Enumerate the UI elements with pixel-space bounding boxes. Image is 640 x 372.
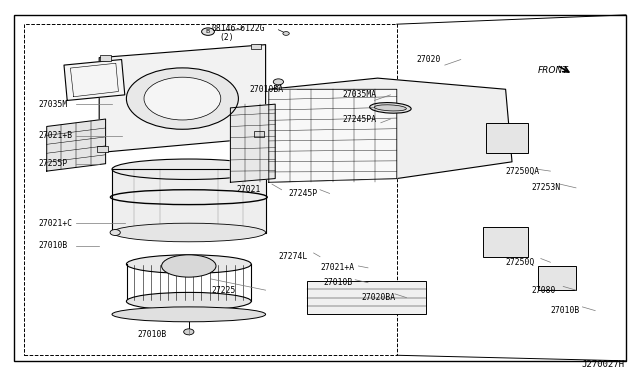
Text: 27010B: 27010B	[138, 330, 167, 339]
Circle shape	[283, 32, 289, 35]
Text: 27010BA: 27010BA	[250, 85, 284, 94]
Ellipse shape	[374, 105, 406, 111]
Text: 08146-6122G: 08146-6122G	[211, 24, 265, 33]
Ellipse shape	[126, 292, 251, 310]
Circle shape	[184, 329, 194, 335]
Text: 27035MA: 27035MA	[342, 90, 376, 99]
Bar	[254, 131, 264, 137]
Text: 27250Q: 27250Q	[506, 258, 535, 267]
Bar	[24, 24, 397, 355]
Text: 27253N: 27253N	[531, 183, 561, 192]
Text: 27245PA: 27245PA	[342, 115, 376, 124]
Ellipse shape	[144, 77, 221, 120]
Polygon shape	[99, 45, 266, 153]
Text: 27274L: 27274L	[278, 252, 308, 261]
Text: 27020BA: 27020BA	[362, 293, 396, 302]
Text: 27225: 27225	[211, 286, 236, 295]
Ellipse shape	[161, 255, 216, 277]
Bar	[97, 146, 108, 152]
Text: J270027H: J270027H	[581, 360, 624, 369]
Text: 27020: 27020	[416, 55, 440, 64]
Circle shape	[110, 230, 120, 235]
Text: 27021: 27021	[237, 185, 261, 194]
Polygon shape	[112, 169, 266, 232]
Bar	[100, 55, 111, 61]
Bar	[483, 227, 528, 257]
Bar	[251, 44, 261, 49]
Bar	[486, 123, 528, 153]
Polygon shape	[269, 78, 512, 182]
Ellipse shape	[112, 223, 266, 242]
Ellipse shape	[112, 307, 266, 322]
Text: 27080: 27080	[531, 286, 556, 295]
Text: 27010B: 27010B	[550, 306, 580, 315]
Circle shape	[202, 28, 214, 35]
Text: 27255P: 27255P	[38, 159, 68, 168]
Ellipse shape	[126, 68, 238, 129]
Circle shape	[273, 79, 284, 85]
Text: 27035M: 27035M	[38, 100, 68, 109]
Text: 27245P: 27245P	[288, 189, 317, 198]
Text: B: B	[206, 29, 210, 34]
Polygon shape	[230, 104, 275, 182]
Text: 27021+C: 27021+C	[38, 219, 72, 228]
Polygon shape	[47, 119, 106, 171]
Bar	[538, 266, 576, 290]
Text: 27010B: 27010B	[323, 278, 353, 287]
Text: 27021+A: 27021+A	[320, 263, 354, 272]
Polygon shape	[64, 60, 125, 100]
Text: (2): (2)	[219, 33, 234, 42]
Text: 27010B: 27010B	[38, 241, 68, 250]
Ellipse shape	[126, 255, 251, 273]
Ellipse shape	[112, 159, 266, 179]
Text: 27250QA: 27250QA	[506, 167, 540, 176]
Bar	[307, 281, 426, 314]
Ellipse shape	[370, 103, 411, 113]
Polygon shape	[269, 89, 397, 182]
Text: FRONT: FRONT	[538, 66, 568, 75]
Text: 27021+B: 27021+B	[38, 131, 72, 140]
